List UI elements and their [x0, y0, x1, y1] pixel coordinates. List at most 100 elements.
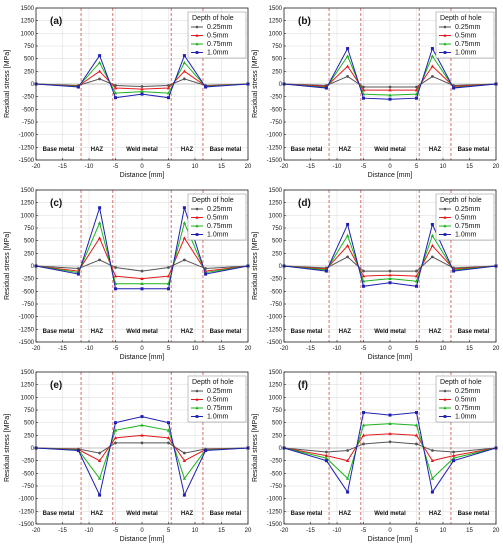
y-tick-label: -1250 — [19, 145, 35, 151]
legend-entry: 0.75mm — [207, 223, 232, 230]
y-tick-label: 500 — [272, 57, 283, 63]
legend-entry: 0.25mm — [207, 388, 232, 395]
legend-entry: 1.0mm — [455, 232, 477, 239]
x-tick-label: 5 — [167, 528, 171, 534]
y-tick-label: -750 — [22, 484, 35, 490]
legend-marker — [195, 33, 199, 37]
x-tick-label: 15 — [466, 164, 473, 170]
data-point — [388, 97, 392, 101]
zone-label: HAZ — [339, 511, 352, 517]
y-tick-label: 250 — [272, 251, 283, 257]
legend-marker — [195, 406, 199, 410]
data-point — [388, 273, 392, 277]
y-tick-label: 1250 — [269, 201, 283, 207]
data-point — [345, 458, 350, 462]
y-tick-label: 0 — [31, 264, 35, 270]
zone-label: Base metal — [291, 511, 323, 517]
legend-entry: 0.25mm — [207, 24, 232, 31]
y-tick-label: 250 — [272, 69, 283, 75]
data-point — [183, 258, 186, 262]
x-tick-label: 10 — [440, 346, 447, 352]
legend-title: Depth of hole — [192, 379, 234, 386]
x-tick-label: -5 — [361, 164, 367, 170]
data-point — [167, 266, 170, 269]
y-tick-label: -1000 — [19, 497, 35, 503]
data-point — [346, 490, 350, 494]
data-point — [140, 276, 144, 280]
zone-label: Weld metal — [374, 511, 406, 517]
legend-entry: 0.5mm — [455, 33, 477, 40]
y-tick-label: 1250 — [269, 19, 283, 25]
legend-entry: 0.5mm — [207, 215, 229, 222]
zone-label: HAZ — [91, 329, 104, 335]
panel-label: (d) — [298, 198, 311, 209]
zone-label: HAZ — [429, 147, 442, 153]
data-point — [97, 458, 102, 462]
x-tick-label: -15 — [306, 164, 315, 170]
y-tick-label: 750 — [272, 226, 283, 232]
legend-marker — [195, 415, 199, 418]
legend-marker — [195, 25, 199, 29]
panel-label: (e) — [50, 380, 62, 391]
x-tick-label: -5 — [113, 528, 119, 534]
legend-marker — [443, 224, 447, 228]
legend-marker — [443, 33, 447, 37]
x-tick-label: 10 — [192, 164, 199, 170]
legend-entry: 0.75mm — [455, 405, 480, 412]
panel-label: (b) — [298, 16, 311, 27]
x-tick-label: 15 — [466, 528, 473, 534]
y-tick-label: 1250 — [21, 383, 35, 389]
legend-entry: 0.75mm — [207, 41, 232, 48]
data-point — [204, 272, 208, 276]
data-point — [182, 206, 186, 210]
data-point — [140, 441, 144, 445]
y-tick-label: 250 — [24, 433, 35, 439]
data-point — [98, 493, 102, 497]
data-point — [98, 77, 101, 81]
zone-label: Weld metal — [126, 511, 158, 517]
x-tick-label: 10 — [440, 528, 447, 534]
x-axis-title: Distance [mm] — [368, 354, 413, 361]
y-tick-label: 0 — [279, 446, 283, 452]
y-tick-label: 750 — [24, 44, 35, 50]
y-tick-label: 750 — [24, 408, 35, 414]
y-tick-label: 1000 — [21, 395, 35, 401]
y-tick-label: 250 — [24, 69, 35, 75]
data-point — [361, 423, 366, 427]
legend-entry: 0.5mm — [207, 33, 229, 40]
y-tick-label: -750 — [270, 302, 283, 308]
data-point — [388, 421, 392, 425]
chart-panel-c: Base metal HAZ Weld metal HAZ Base metal-150… — [4, 188, 252, 361]
x-tick-label: 5 — [167, 346, 171, 352]
data-point — [388, 88, 392, 92]
legend-marker — [195, 397, 199, 401]
data-point — [114, 96, 117, 100]
data-point — [415, 85, 418, 89]
legend-marker — [195, 51, 199, 54]
x-tick-label: 10 — [192, 346, 199, 352]
y-tick-label: 1500 — [269, 188, 283, 194]
x-tick-label: -5 — [361, 528, 367, 534]
x-tick-label: 10 — [192, 528, 199, 534]
zone-label: Weld metal — [126, 329, 158, 335]
x-tick-label: -20 — [32, 164, 41, 170]
data-point — [388, 85, 392, 89]
legend-marker — [195, 215, 199, 219]
legend-entry: 1.0mm — [455, 414, 477, 421]
legend-marker — [443, 406, 447, 410]
data-point — [345, 64, 350, 68]
data-point — [140, 415, 144, 419]
y-tick-label: 1000 — [21, 31, 35, 37]
zone-label: HAZ — [181, 511, 194, 517]
data-point — [113, 428, 118, 432]
zone-label: Weld metal — [126, 147, 158, 153]
chart-panel-a: Base metal HAZ Weld metal HAZ Base metal-150… — [4, 6, 252, 179]
data-point — [430, 458, 435, 462]
chart-panel-d: Base metal HAZ Weld metal HAZ Base metal-150… — [252, 188, 500, 361]
y-tick-label: -250 — [270, 277, 283, 283]
x-axis-title: Distance [mm] — [368, 536, 413, 543]
zone-label: Base metal — [43, 511, 75, 517]
